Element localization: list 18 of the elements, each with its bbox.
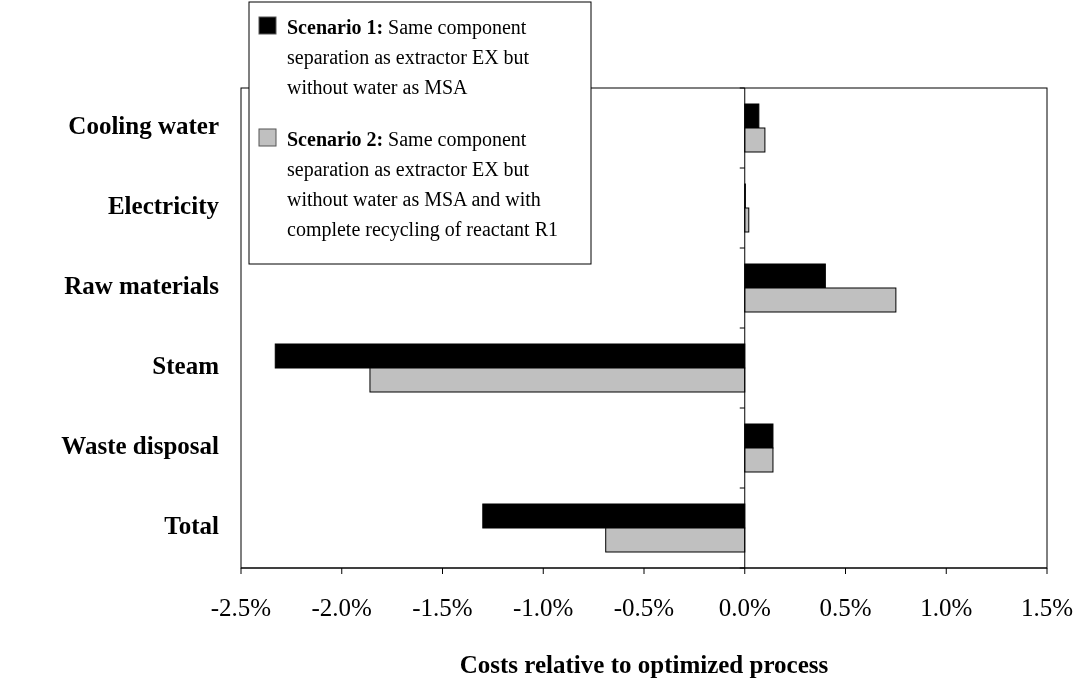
- x-tick-label: 0.0%: [718, 594, 771, 621]
- x-tick-label: -0.5%: [613, 594, 675, 621]
- x-tick-label: -1.0%: [513, 594, 574, 621]
- y-tick-label: Waste disposal: [61, 431, 220, 459]
- y-tick-label: Total: [164, 511, 220, 539]
- legend-label: Scenario 1: Same component separation as extractor EX but without water as MSA: [287, 16, 530, 98]
- x-tick-label: 0.5%: [819, 594, 872, 621]
- x-tick-label: -2.5%: [210, 594, 272, 621]
- x-tick-label: -1.5%: [412, 594, 473, 621]
- y-tick-label: Raw materials: [64, 271, 220, 299]
- x-axis-title: Costs relative to optimized process: [459, 651, 829, 678]
- x-tick-label: 1.0%: [920, 594, 973, 621]
- x-tick-label: 1.5%: [1020, 594, 1074, 621]
- x-tick-label: -2.0%: [311, 594, 372, 621]
- y-tick-label: Cooling water: [68, 111, 219, 139]
- legend-label: Scenario 2: Same component separation as extractor EX but without water as MSA and with complete recycling of reactant R1: [287, 128, 558, 241]
- y-tick-label: Steam: [152, 351, 220, 379]
- y-tick-label: Electricity: [107, 191, 220, 219]
